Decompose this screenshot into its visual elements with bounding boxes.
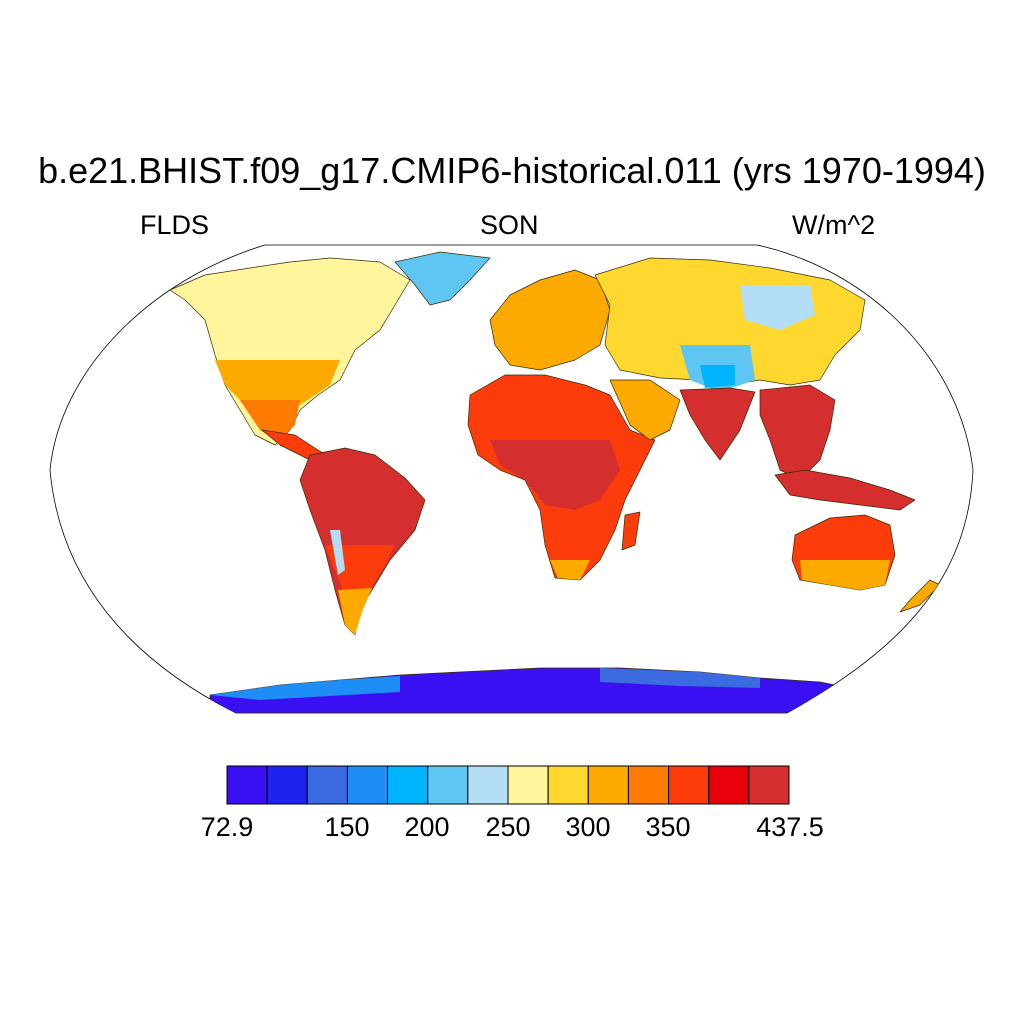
europe-region — [489, 269, 611, 371]
colorbar-swatch — [346, 765, 389, 805]
colorbar-swatch — [387, 765, 429, 805]
colorbar-swatch — [748, 765, 790, 805]
colorbar-swatch — [467, 765, 509, 805]
plot-title: b.e21.BHIST.f09_g17.CMIP6-historical.011… — [38, 150, 986, 191]
colorbar-tick-label: 200 — [404, 812, 450, 842]
colorbar-tick-label: 350 — [645, 812, 691, 842]
colorbar-swatch — [266, 765, 308, 805]
india-region — [679, 387, 756, 461]
colorbar-swatch — [306, 765, 348, 805]
colorbar-swatch — [668, 765, 710, 805]
colorbar-swatch — [627, 765, 670, 805]
arabia-region — [609, 379, 681, 441]
colorbar-tick-label: 250 — [485, 812, 531, 842]
units-label: W/m^2 — [792, 210, 876, 240]
colorbar-swatch — [708, 765, 750, 805]
colorbar-tick-label: 300 — [565, 812, 611, 842]
southeast-asia-region — [759, 384, 836, 481]
new-zealand-region — [899, 579, 941, 613]
colorbar-swatch — [427, 765, 469, 805]
colorbar-swatch — [587, 765, 629, 805]
colorbar-tick-label: 150 — [324, 812, 370, 842]
colorbar-swatch — [547, 765, 589, 805]
madagascar-region — [621, 511, 641, 551]
colorbar — [226, 765, 790, 805]
colorbar-swatch — [226, 765, 268, 805]
greenland-region — [394, 251, 491, 306]
colorbar-tick-label: 72.9 — [200, 812, 254, 842]
colorbar-swatch — [507, 765, 549, 805]
variable-label: FLDS — [140, 210, 210, 240]
colorbar-tick-label: 437.5 — [756, 812, 824, 842]
maritime-continent-region — [774, 469, 916, 511]
season-label: SON — [480, 210, 539, 240]
